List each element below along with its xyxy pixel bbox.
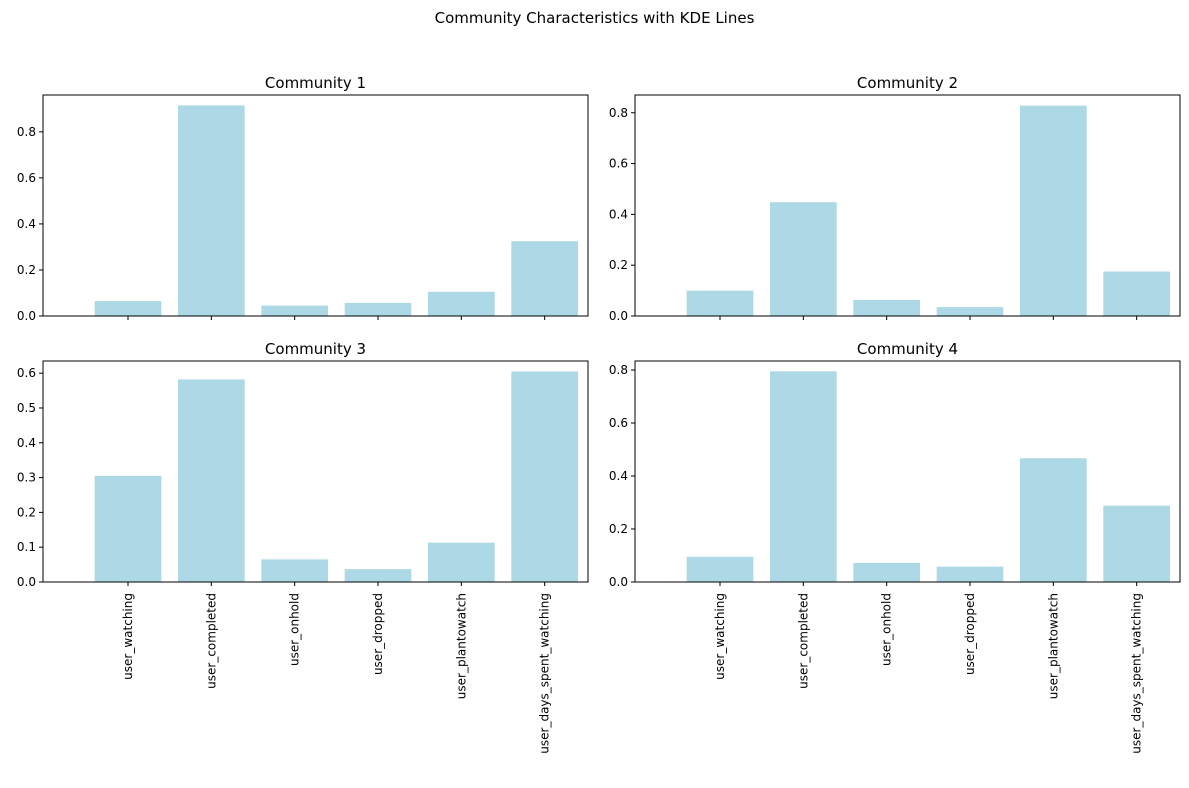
y-tick-label: 0.8 — [609, 106, 628, 120]
x-tick-label: user_completed — [204, 593, 218, 689]
x-tick-label: user_dropped — [963, 593, 977, 675]
x-tick-label: user_onhold — [880, 593, 894, 666]
x-tick-label: user_days_spent_watching — [1130, 593, 1144, 754]
y-tick-label: 0.4 — [609, 207, 628, 221]
axes-frame — [42, 94, 589, 317]
bar-user_watching — [94, 475, 162, 582]
y-tick-label: 0.6 — [609, 416, 628, 430]
bar-user_completed — [178, 105, 245, 316]
axes-frame — [42, 360, 589, 583]
y-tick-label: 0.0 — [17, 575, 36, 589]
bar-user_watching — [686, 556, 754, 582]
bar-user_days_spent_watching — [1103, 271, 1170, 316]
subplot-title: Community 2 — [857, 74, 958, 92]
bar-user_onhold — [853, 562, 920, 582]
y-tick-label: 0.4 — [609, 469, 628, 483]
x-tick-label: user_watching — [121, 593, 135, 680]
subplot-community-4: Community 4 0.0 0.2 0.4 0.6 0.8 user_watching… — [609, 340, 1181, 754]
x-tick-label: user_dropped — [371, 593, 385, 675]
bar-user_dropped — [936, 566, 1004, 582]
x-tick-label: user_plantowatch — [454, 593, 468, 699]
y-tick-label: 0.0 — [609, 309, 628, 323]
y-tick-label: 0.2 — [609, 258, 628, 272]
bar-user_watching — [94, 301, 162, 316]
y-tick-label: 0.4 — [17, 436, 36, 450]
bar-user_plantowatch — [428, 542, 495, 582]
bar-user_dropped — [936, 307, 1004, 316]
subplot-community-2: Community 2 0.0 0.2 0.4 0.6 0.8 — [609, 74, 1181, 323]
x-tick-label: user_onhold — [288, 593, 302, 666]
y-tick-label: 0.3 — [17, 471, 36, 485]
y-tick-label: 0.2 — [17, 263, 36, 277]
bar-user_days_spent_watching — [511, 241, 578, 316]
bar-user_onhold — [261, 305, 328, 316]
subplot-community-3: Community 3 0.0 0.1 0.2 0.3 0.4 0.5 0.6 user_wa… — [17, 340, 589, 754]
y-tick-label: 0.6 — [17, 366, 36, 380]
y-tick-label: 0.6 — [609, 157, 628, 171]
bar-user_plantowatch — [1020, 458, 1087, 582]
bar-user_completed — [770, 371, 837, 582]
y-tick-label: 0.1 — [17, 540, 36, 554]
x-tick-label: user_completed — [796, 593, 810, 689]
y-tick-label: 0.8 — [609, 363, 628, 377]
bar-user_onhold — [261, 559, 328, 582]
y-tick-label: 0.2 — [17, 505, 36, 519]
x-tick-label: user_watching — [713, 593, 727, 680]
x-tick-label: user_days_spent_watching — [538, 593, 552, 754]
axes-frame — [634, 94, 1181, 317]
bar-user_plantowatch — [428, 291, 495, 316]
y-tick-label: 0.6 — [17, 171, 36, 185]
x-tick-label: user_plantowatch — [1046, 593, 1060, 699]
y-tick-label: 0.2 — [609, 522, 628, 536]
bar-user_days_spent_watching — [511, 371, 578, 582]
figure-suptitle: Community Characteristics with KDE Lines — [435, 9, 755, 27]
bar-user_completed — [178, 379, 245, 582]
y-tick-label: 0.8 — [17, 125, 36, 139]
y-tick-label: 0.5 — [17, 401, 36, 415]
bar-user_dropped — [344, 302, 412, 316]
bar-user_days_spent_watching — [1103, 505, 1170, 582]
axes-frame — [634, 360, 1181, 583]
subplot-title: Community 4 — [857, 340, 958, 358]
y-tick-label: 0.0 — [17, 309, 36, 323]
bar-user_onhold — [853, 300, 920, 316]
bar-user_watching — [686, 290, 754, 316]
subplot-community-1: Community 1 0.0 0.2 0.4 0.6 0.8 — [17, 74, 589, 323]
bar-user_dropped — [344, 569, 412, 582]
subplot-title: Community 1 — [265, 74, 366, 92]
bar-user_completed — [770, 202, 837, 316]
bar-user_plantowatch — [1020, 105, 1087, 316]
y-tick-label: 0.0 — [609, 575, 628, 589]
y-tick-label: 0.4 — [17, 217, 36, 231]
subplot-title: Community 3 — [265, 340, 366, 358]
